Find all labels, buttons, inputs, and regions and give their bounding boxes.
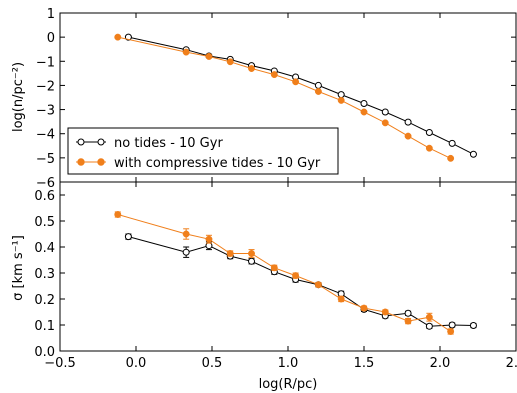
bottom-y-axis-label: σ [km s⁻¹] <box>11 235 26 301</box>
legend-marker <box>97 138 105 146</box>
bottom-data-point <box>205 235 213 243</box>
bottom-ytick-label: 0.2 <box>34 293 55 308</box>
bottom-ytick-label: 0.1 <box>34 319 55 334</box>
bottom-data-point <box>360 304 368 312</box>
xtick-label: 1.0 <box>278 356 299 371</box>
top-data-point <box>425 129 433 137</box>
bottom-data-point <box>182 248 190 256</box>
bottom-data-point <box>447 328 455 335</box>
bottom-ytick-label: 0.5 <box>34 215 55 230</box>
top-data-point <box>226 58 234 66</box>
bottom-data-point <box>425 322 433 330</box>
bottom-data-point <box>404 317 412 325</box>
legend-box <box>67 127 339 175</box>
top-y-axis-label: log(n/pc⁻²) <box>11 62 26 132</box>
bottom-panel: 0.00.10.20.30.40.50.6−0.5 0.0 0.5 1.0 1.5 2.0… <box>34 181 517 371</box>
xtick-label: 0.0 <box>126 356 147 371</box>
top-data-point <box>205 53 213 60</box>
top-ytick-label: −4 <box>36 128 55 143</box>
top-data-point <box>404 118 412 126</box>
top-data-point <box>270 71 278 79</box>
xtick-label: −0.5 <box>44 356 76 371</box>
top-ytick-label: −5 <box>36 152 55 167</box>
bottom-series-line <box>117 214 451 332</box>
legend: no tides - 10 Gyr with compressive tides … <box>67 127 339 175</box>
legend-marker <box>77 138 85 146</box>
top-series-compressive-tides <box>114 33 455 162</box>
bottom-ytick-label: 0.3 <box>34 267 55 282</box>
top-series-line <box>117 36 451 159</box>
top-data-point <box>182 48 190 56</box>
bottom-data-point <box>425 313 433 321</box>
bottom-data-point <box>114 211 122 218</box>
top-data-point <box>360 100 368 108</box>
x-axis-label: log(R/pc) <box>259 377 318 392</box>
bottom-data-point <box>292 272 300 280</box>
bottom-data-point <box>314 281 322 289</box>
bottom-series-no-tides <box>124 233 477 330</box>
bottom-data-point <box>404 309 412 317</box>
top-data-point <box>425 144 433 152</box>
top-ytick-label: 0 <box>47 31 55 46</box>
legend-marker <box>97 158 105 166</box>
bottom-ytick-label: 0.4 <box>34 241 55 256</box>
top-data-point <box>448 139 456 147</box>
top-ytick-label: −6 <box>36 176 55 191</box>
top-data-point <box>248 65 255 72</box>
bottom-data-point <box>248 257 256 265</box>
bottom-series-line <box>128 236 474 327</box>
top-data-point <box>337 96 345 104</box>
top-ytick-label: −1 <box>36 55 55 70</box>
xtick-label: 1.5 <box>354 356 375 371</box>
top-data-point <box>447 154 455 162</box>
top-data-point <box>404 132 412 140</box>
bottom-data-point <box>381 308 389 316</box>
bottom-data-point <box>270 264 278 272</box>
top-data-point <box>314 88 322 95</box>
top-data-point <box>314 81 322 89</box>
legend-label: no tides - 10 Gyr <box>114 136 223 151</box>
bottom-ytick-label: 0.0 <box>34 345 55 360</box>
bottom-data-point <box>337 295 345 303</box>
top-panel: −6 −5 −4 −3 −2 −1 0 1 <box>36 7 517 191</box>
top-ytick-label: 1 <box>47 7 55 22</box>
top-data-point <box>469 150 477 158</box>
bottom-series-compressive-tides <box>114 211 455 335</box>
legend-label: with compressive tides - 10 Gyr <box>114 156 321 171</box>
top-data-point <box>381 119 389 127</box>
top-ytick-label: −3 <box>36 104 55 119</box>
legend-marker <box>77 158 85 166</box>
xtick-label: 2.0 <box>430 356 451 371</box>
bottom-data-point <box>226 250 234 257</box>
top-data-point <box>337 91 345 99</box>
top-ytick-label: −2 <box>36 79 55 94</box>
bottom-data-point <box>182 230 190 238</box>
xtick-label: 2.5 <box>506 356 517 371</box>
top-data-point <box>381 108 389 116</box>
bottom-data-point <box>469 322 477 330</box>
bottom-ytick-label: 0.6 <box>34 189 55 204</box>
bottom-data-point <box>248 250 255 257</box>
bottom-data-point <box>448 321 456 329</box>
bottom-data-point <box>124 233 132 241</box>
top-data-point <box>292 78 300 86</box>
xtick-label: 0.5 <box>202 356 223 371</box>
top-data-point <box>360 108 368 116</box>
top-data-point <box>114 33 122 41</box>
